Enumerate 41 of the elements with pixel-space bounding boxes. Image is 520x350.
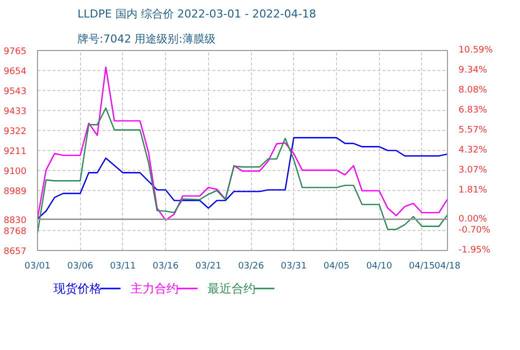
x-tick-label: 03/26 (238, 262, 264, 272)
x-tick-label: 04/15 (408, 262, 435, 272)
x-tick-label: 03/06 (67, 262, 94, 272)
y2-tick-label: 1.81% (458, 186, 488, 196)
y2-tick-label: -1.95% (458, 246, 491, 256)
y-tick-label: 8989 (4, 187, 27, 198)
legend-label: 主力合约 (130, 282, 179, 296)
y-tick-label: 9543 (4, 87, 26, 98)
line-series (38, 107, 448, 234)
legend-label: 现货价格 (54, 282, 102, 296)
y2-tick-label: 3.07% (458, 165, 488, 176)
y-tick-label: 9322 (4, 126, 26, 137)
y2-tick-label: 8.08% (458, 86, 488, 96)
y-tick-label: 9654 (4, 67, 27, 78)
y2-tick-label: 5.57% (458, 126, 488, 136)
y-tick-label: 9100 (4, 167, 27, 178)
x-tick-label: 04/10 (366, 262, 392, 272)
y2-tick-label: -0.70% (458, 226, 491, 236)
y-tick-label: 8830 (4, 216, 27, 226)
legend-label: 最近合约 (208, 282, 256, 296)
x-tick-label: 03/21 (195, 262, 222, 272)
y-tick-label: 9211 (4, 147, 26, 157)
line-series (38, 137, 448, 220)
y2-tick-label: 9.34% (458, 65, 488, 76)
x-tick-label: 03/16 (152, 262, 179, 272)
x-tick-label: 03/31 (280, 262, 307, 272)
y-tick-label: 8657 (4, 247, 26, 257)
x-tick-label: 03/01 (24, 262, 50, 272)
y2-tick-label: 10.59% (458, 46, 494, 56)
y-tick-label: 9433 (4, 106, 26, 117)
y-tick-label: 9765 (4, 47, 26, 57)
y2-tick-label: 6.83% (458, 105, 488, 116)
chart-title: LLDPE 国内 综合价 2022-03-01 - 2022-04-18 (78, 8, 316, 20)
y2-tick-label: 0.00% (458, 214, 488, 224)
y2-tick-label: 4.32% (458, 146, 488, 156)
chart-subtitle: 牌号:7042 用途级别:薄膜级 (78, 32, 216, 46)
y-tick-label: 8768 (4, 226, 27, 237)
x-tick-label: 04/18 (434, 262, 461, 272)
x-tick-label: 03/11 (110, 262, 136, 272)
line-series (38, 66, 448, 221)
x-tick-label: 04/05 (323, 262, 350, 272)
